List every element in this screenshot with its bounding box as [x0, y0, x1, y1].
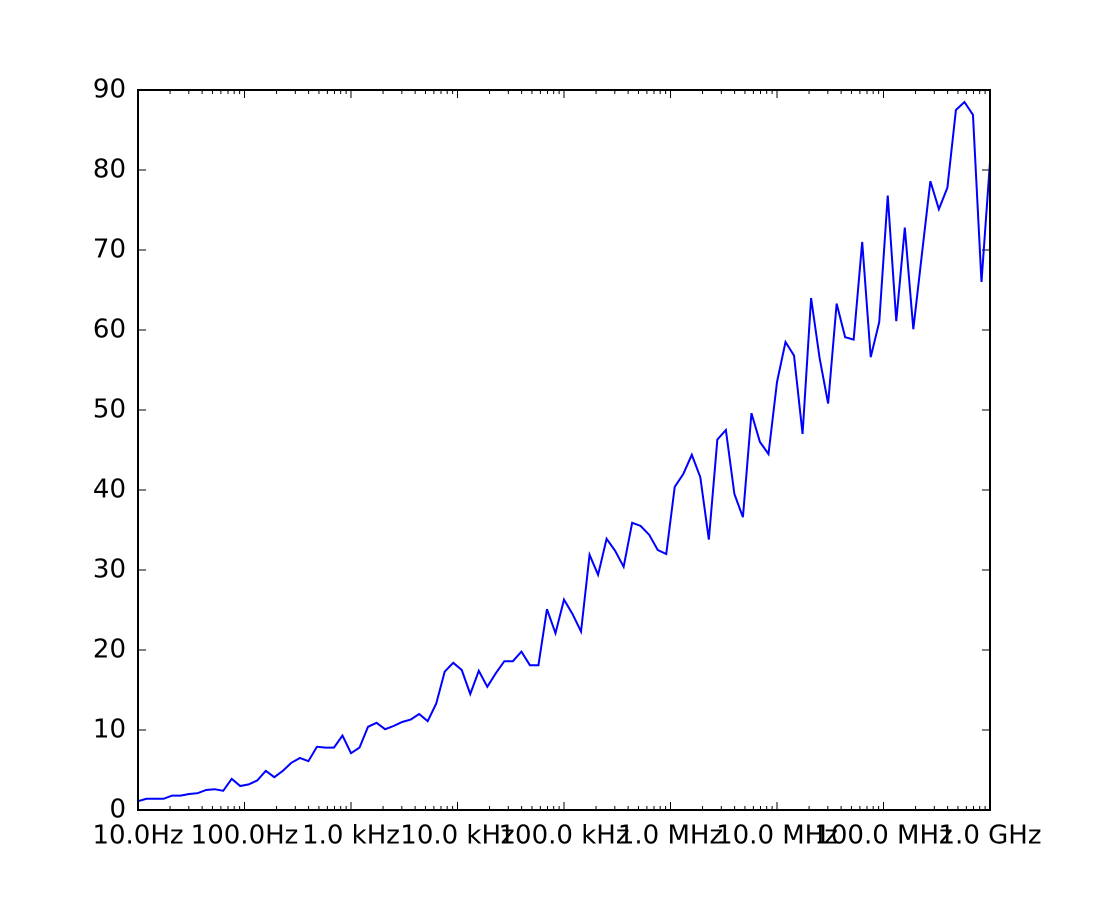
x-tick-label: 10.0 MHz	[716, 821, 838, 851]
x-tick-label: 1.0 GHz	[939, 821, 1042, 851]
plot-frame	[137, 89, 991, 811]
x-tick-label: 100.0 kHz	[499, 821, 630, 851]
y-tick-label: 10	[93, 715, 126, 745]
x-tick-label: 100.0Hz	[191, 821, 299, 851]
x-tick-label: 1.0 kHz	[302, 821, 400, 851]
y-tick-label: 40	[93, 475, 126, 505]
y-tick-label: 50	[93, 395, 126, 425]
y-tick-label: 80	[93, 155, 126, 185]
x-tick-label: 100.0 MHz	[814, 821, 952, 851]
x-tick-label: 10.0 kHz	[400, 821, 514, 851]
y-tick-label: 0	[109, 795, 126, 825]
x-tick-label: 10.0Hz	[92, 821, 183, 851]
y-tick-label: 20	[93, 635, 126, 665]
y-tick-label: 60	[93, 315, 126, 345]
y-tick-label: 30	[93, 555, 126, 585]
y-tick-label: 70	[93, 235, 126, 265]
data-line	[137, 100, 991, 803]
x-tick-label: 1.0 MHz	[618, 821, 723, 851]
y-tick-label: 90	[93, 75, 126, 105]
